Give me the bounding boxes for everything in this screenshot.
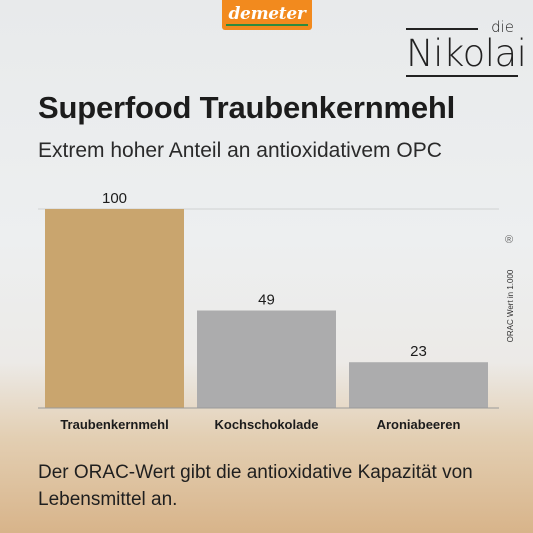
- bars-layer: 100 Traubenkernmehl 49 Kochschokolade 23 Aron…: [45, 190, 488, 432]
- data-label-traubenkernmehl: 100: [102, 190, 127, 207]
- data-label-kochschokolade: 49: [258, 291, 275, 308]
- registered-mark: ®: [505, 234, 513, 246]
- category-label-traubenkernmehl: Traubenkernmehl: [60, 417, 168, 432]
- bar-kochschokolade: [197, 310, 336, 408]
- page-subtitle: Extrem hoher Anteil an antioxidativem OP…: [38, 139, 442, 162]
- demeter-logo-stripe: [226, 24, 308, 26]
- logo-rule-bottom: [406, 75, 518, 77]
- y-axis-label: ORAC Wert in 1.000: [506, 269, 515, 342]
- bar-aroniabeeren: [349, 362, 488, 408]
- logo-rule-top: [406, 28, 478, 30]
- category-label-kochschokolade: Kochschokolade: [214, 417, 318, 432]
- logo-prefix: die: [491, 18, 514, 36]
- category-label-aroniabeeren: Aroniabeeren: [377, 417, 461, 432]
- demeter-logo-text: demeter: [228, 4, 306, 24]
- page-title: Superfood Traubenkernmehl: [38, 90, 456, 125]
- brand-logo: die Nikolai: [406, 18, 527, 78]
- footnote: Der ORAC-Wert gibt die antioxidative Kap…: [38, 462, 473, 510]
- bar-traubenkernmehl: [45, 209, 184, 408]
- data-label-aroniabeeren: 23: [410, 343, 427, 360]
- demeter-logo: demeter: [222, 0, 312, 30]
- logo-name: Nikolai: [406, 32, 527, 75]
